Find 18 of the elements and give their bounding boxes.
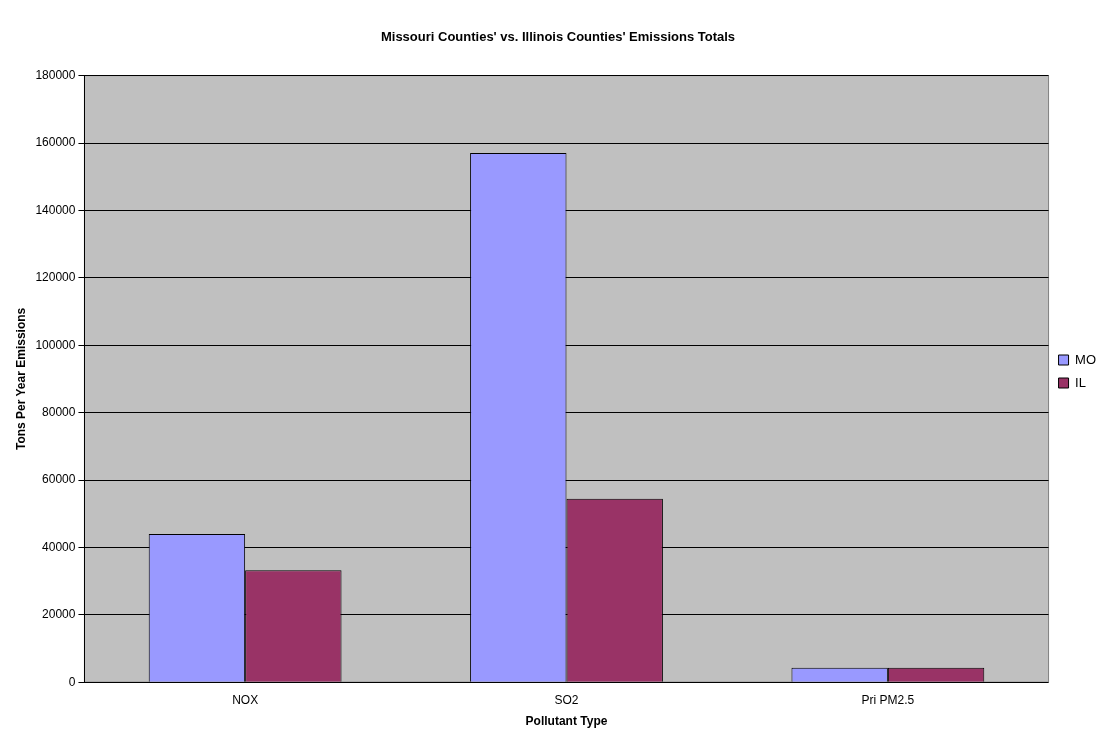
legend-label: IL — [1075, 374, 1086, 390]
y-tick-label: 60000 — [42, 472, 76, 487]
chart-title: Missouri Counties' vs. Illinois Counties' Emissions Totals — [380, 29, 736, 45]
x-axis-title: Pollutant Type — [525, 714, 608, 729]
y-tick-label: 140000 — [35, 202, 76, 217]
y-tick-label: 100000 — [35, 337, 76, 352]
y-tick-label: 0 — [68, 674, 76, 689]
y-tick-label: 160000 — [35, 135, 76, 150]
y-tick-label: 40000 — [42, 539, 76, 554]
y-tick-label: 120000 — [35, 270, 76, 285]
y-axis-title: Tons Per Year Emissions — [13, 307, 28, 451]
x-tick-label: NOX — [232, 692, 259, 707]
x-tick-label: SO2 — [554, 692, 579, 707]
legend-label: MO — [1075, 351, 1097, 367]
y-tick-label: 20000 — [42, 607, 76, 622]
y-tick-label: 180000 — [35, 67, 76, 82]
y-tick-label: 80000 — [42, 404, 76, 419]
x-tick-label: Pri PM2.5 — [861, 692, 915, 707]
